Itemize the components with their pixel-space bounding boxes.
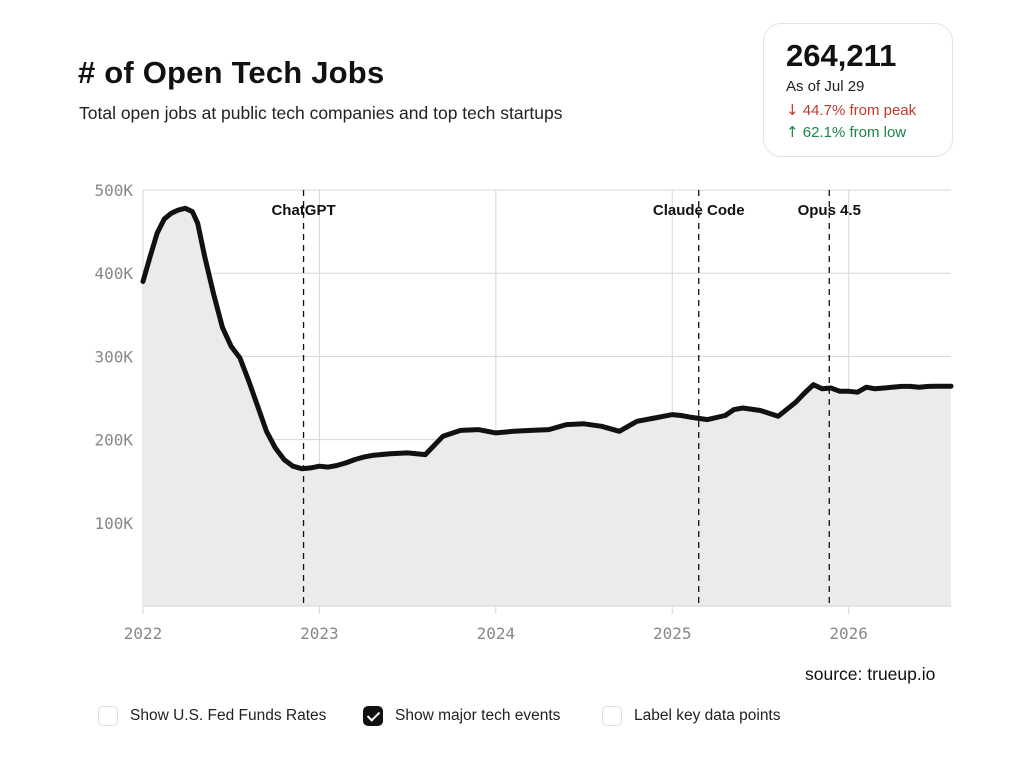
x-tick-label: 2022 — [124, 624, 163, 643]
arrow-down-icon: ↓ — [786, 101, 799, 119]
x-tick-label: 2025 — [653, 624, 692, 643]
y-tick-label: 400K — [94, 264, 133, 283]
arrow-up-icon: ↑ — [786, 123, 799, 141]
current-stat-card: 264,211 As of Jul 29 ↓ 44.7% from peak ↑… — [763, 23, 953, 157]
as-of-date: As of Jul 29 — [786, 78, 865, 95]
event-label: Claude Code — [653, 202, 745, 219]
tech-events: ChatGPT Claude Code Opus 4.5 — [271, 190, 861, 606]
x-tick-label: 2023 — [300, 624, 339, 643]
key-data-points-label: Label key data points — [634, 707, 781, 724]
event-label: Opus 4.5 — [798, 202, 861, 219]
fed-funds-checkbox[interactable] — [98, 706, 118, 726]
axes: 100K 200K 300K 400K 500K 2022 2023 2024 2025 2026 — [94, 181, 951, 643]
from-peak-change: ↓ 44.7% from peak — [786, 101, 952, 119]
y-tick-label: 500K — [94, 181, 133, 200]
event-label: ChatGPT — [271, 202, 335, 219]
tech-events-label: Show major tech events — [395, 707, 561, 724]
x-tick-label: 2026 — [829, 624, 868, 643]
job-count-line — [140, 205, 954, 472]
y-tick-label: 100K — [94, 514, 133, 533]
fed-funds-label: Show U.S. Fed Funds Rates — [130, 707, 327, 724]
from-low-text: 62.1% from low — [802, 124, 907, 141]
job-count-area — [143, 208, 951, 607]
from-low-change: ↑ 62.1% from low — [786, 123, 952, 141]
chart-title: # of Open Tech Jobs — [78, 55, 385, 90]
from-peak-text: 44.7% from peak — [802, 102, 917, 119]
source-label: source: trueup.io — [805, 664, 936, 684]
chart-subtitle: Total open jobs at public tech companies… — [79, 103, 563, 123]
key-data-points-checkbox[interactable] — [602, 706, 622, 726]
x-tick-label: 2024 — [477, 624, 516, 643]
y-tick-label: 300K — [94, 347, 133, 366]
y-tick-label: 200K — [94, 431, 133, 450]
current-job-count: 264,211 — [786, 38, 897, 73]
tech-events-checkbox[interactable] — [363, 706, 383, 726]
